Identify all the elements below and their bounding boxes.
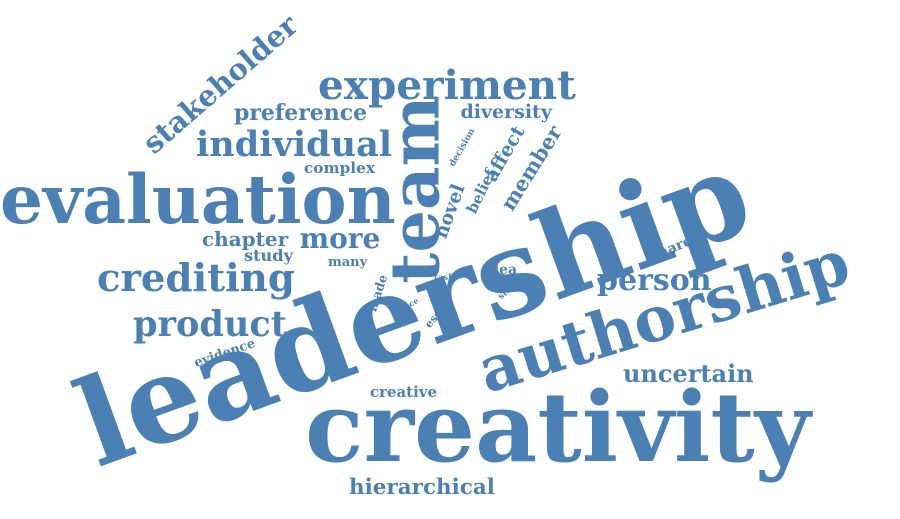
word-individual: individual: [196, 123, 393, 165]
word-uncertain: uncertain: [623, 359, 754, 388]
word-more: more: [299, 222, 381, 255]
word-chapter: chapter: [202, 227, 289, 251]
word-preference: preference: [234, 100, 368, 126]
word-creativity: creativity: [305, 371, 811, 484]
word-complex: complex: [304, 159, 375, 177]
word-person: person: [597, 263, 712, 298]
word-diversity: diversity: [460, 101, 552, 123]
word-crediting: crediting: [97, 255, 295, 301]
word-work: work: [487, 278, 512, 288]
word-study: study: [244, 246, 293, 265]
word-hierarchical: hierarchical: [349, 475, 495, 500]
word-creative: creative: [370, 383, 437, 401]
word-experiment: experiment: [318, 60, 576, 109]
word-task: task: [434, 272, 454, 282]
word-evaluation: evaluation: [0, 160, 396, 239]
word-idea: idea: [484, 262, 518, 278]
word-many: many: [328, 255, 368, 270]
word-product: product: [133, 303, 287, 345]
